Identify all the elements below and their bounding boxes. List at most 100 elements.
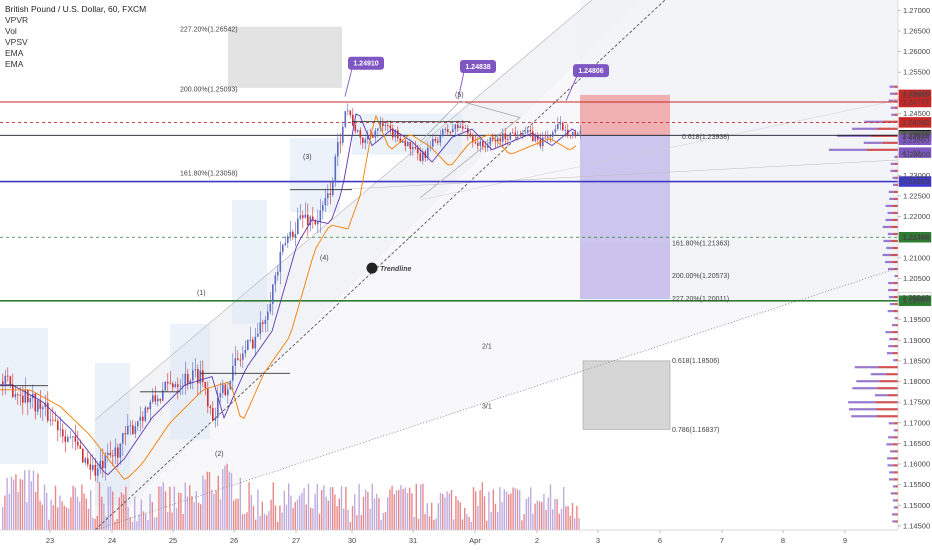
price-tag-label: 1.23970	[902, 131, 929, 140]
candle-body	[539, 139, 542, 147]
candle-body	[344, 111, 347, 127]
callout-box	[573, 64, 609, 78]
candle-body	[52, 419, 54, 421]
volume-bar	[516, 489, 519, 530]
volume-bar	[180, 492, 182, 530]
profile-bar	[885, 204, 893, 208]
indicator-label[interactable]: EMA	[5, 48, 24, 58]
indicator-label[interactable]: VPVR	[5, 15, 29, 25]
volume-bar	[153, 517, 156, 530]
candle-body	[214, 417, 217, 421]
volume-bar	[15, 474, 17, 530]
fan-label: 2/1	[482, 344, 492, 351]
fib-label: 0.618(1.23938)	[682, 134, 729, 141]
volume-bar	[274, 505, 277, 530]
candle-body	[97, 468, 99, 476]
volume-bar	[439, 492, 442, 530]
candle-body	[309, 216, 312, 225]
volume-bar	[272, 482, 274, 530]
candle-body	[82, 448, 84, 463]
volume-bar	[239, 477, 241, 530]
volume-bar	[191, 496, 193, 530]
volume-bar	[68, 508, 70, 530]
volume-bar	[112, 491, 114, 530]
volume-bar	[453, 519, 455, 530]
x-tick-label: 30	[348, 536, 356, 545]
candle-body	[512, 132, 514, 134]
volume-bar	[400, 485, 402, 530]
volume-bar	[76, 496, 79, 530]
volume-bar	[314, 493, 316, 530]
x-tick-label: 6	[658, 536, 662, 545]
volume-bar	[6, 477, 8, 530]
volume-profile	[828, 85, 898, 523]
candle-body	[449, 131, 452, 133]
volume-bar	[351, 506, 354, 530]
volume-bar	[409, 487, 411, 530]
volume-bar	[103, 503, 105, 530]
candle-body	[152, 395, 154, 402]
x-tick-label: 27	[292, 536, 300, 545]
candle-body	[527, 130, 529, 133]
candle-body	[127, 425, 129, 435]
candle-body	[432, 139, 434, 147]
y-tick-label: 1.15000	[903, 501, 930, 510]
volume-bar	[87, 508, 90, 530]
callout-label: 1.24806	[578, 68, 603, 75]
volume-bar	[497, 511, 499, 530]
profile-bar	[891, 113, 895, 116]
candle-body	[112, 455, 114, 457]
candle-body	[369, 135, 372, 137]
candle-body	[549, 136, 552, 138]
indicator-label[interactable]: EMA	[5, 59, 24, 69]
candle-body	[484, 146, 487, 148]
indicator-label[interactable]: Vol	[5, 26, 17, 36]
volume-bar	[554, 499, 556, 530]
volume-bar	[532, 513, 534, 530]
candle-body	[377, 128, 379, 131]
y-tick-label: 1.22000	[903, 212, 930, 221]
profile-bar	[876, 415, 898, 418]
wave-label: (2)	[215, 451, 224, 458]
profile-bar	[851, 415, 877, 418]
volume-bar	[204, 479, 206, 530]
candle-body	[362, 137, 364, 144]
profile-bar	[890, 492, 895, 495]
candle-body	[339, 142, 342, 144]
profile-bar	[894, 492, 898, 495]
profile-bar	[894, 338, 898, 341]
volume-bar	[468, 516, 470, 530]
volume-bar	[395, 490, 398, 530]
volume-bar	[294, 502, 296, 530]
profile-bar	[895, 183, 898, 186]
x-tick-label: 23	[46, 536, 54, 545]
candle-body	[502, 133, 504, 142]
price-tag-label: 1.19957	[902, 297, 929, 306]
volume-bar	[494, 503, 497, 530]
candle-body	[87, 458, 89, 465]
volume-bar	[387, 497, 389, 530]
volume-bar	[127, 507, 129, 530]
candle-body	[397, 130, 399, 139]
profile-bar	[888, 288, 894, 292]
volume-bar	[521, 520, 523, 530]
volume-bar	[560, 508, 563, 530]
candle-body	[454, 124, 457, 130]
profile-bar	[837, 134, 871, 137]
indicator-label[interactable]: VPSV	[5, 37, 28, 47]
channel-bands	[0, 0, 671, 530]
candle-body	[259, 322, 262, 334]
volume-bar	[61, 501, 63, 530]
profile-bar	[893, 506, 897, 509]
candle-body	[292, 231, 294, 237]
ema-line	[0, 114, 577, 480]
profile-bar	[894, 106, 898, 109]
volume-bar	[492, 489, 494, 530]
price-tag	[898, 231, 932, 243]
profile-bar	[893, 345, 898, 348]
price-tag	[898, 134, 932, 146]
volume-bar	[98, 482, 101, 530]
volume-bar	[501, 502, 503, 530]
volume-bar	[545, 510, 547, 530]
